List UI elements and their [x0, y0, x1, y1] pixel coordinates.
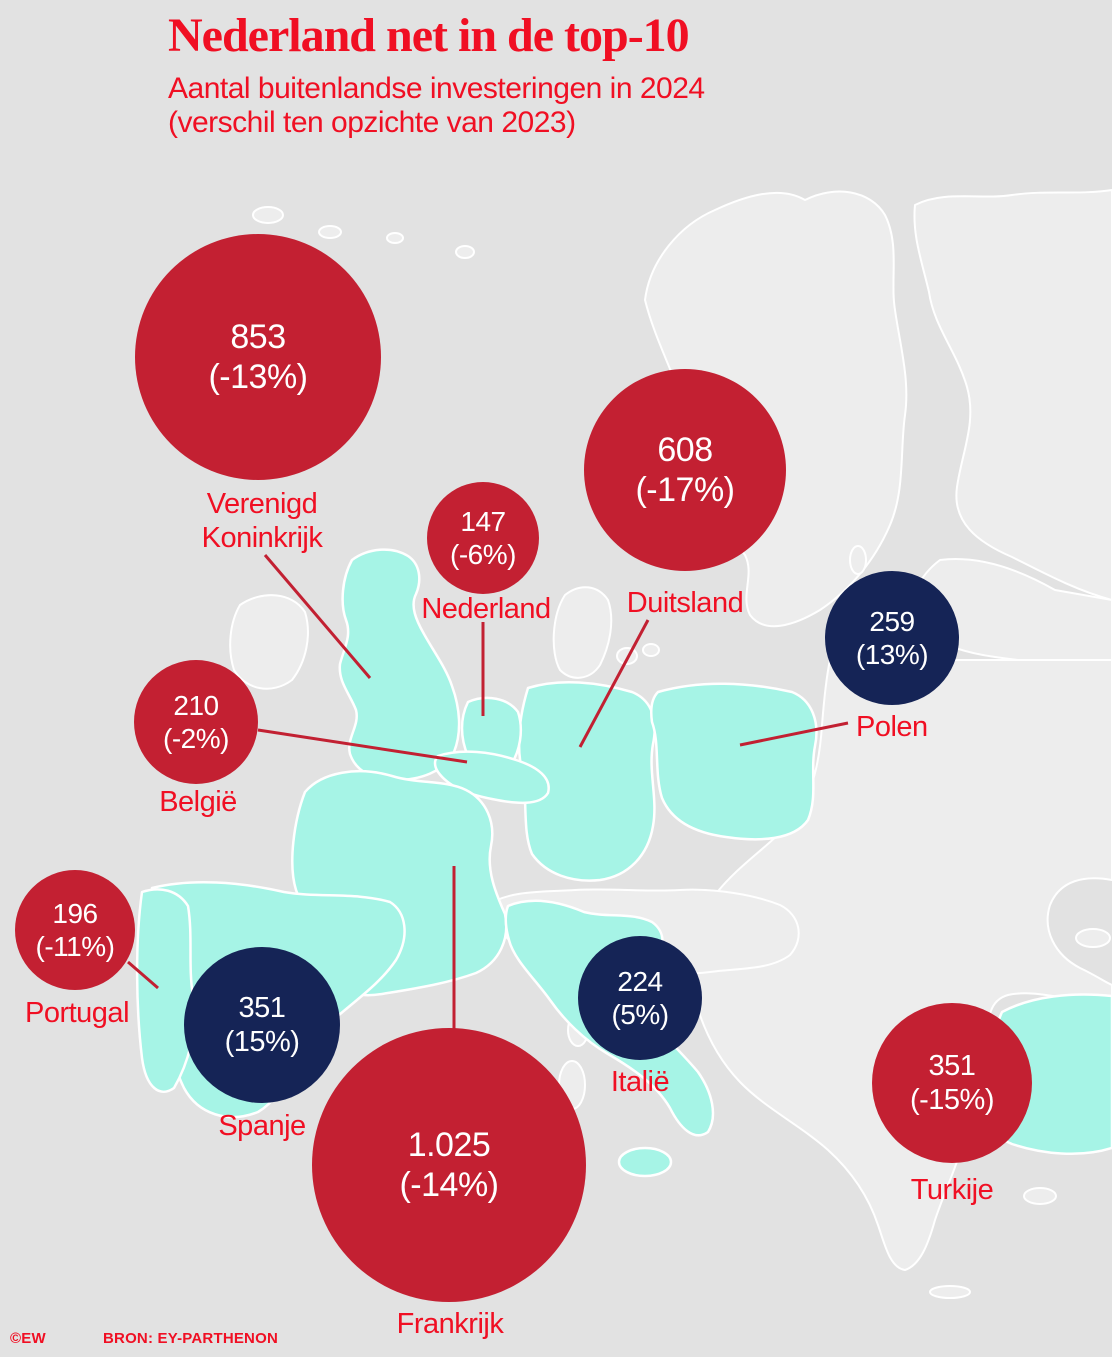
- source-credit: BRON: EY-PARTHENON: [103, 1330, 278, 1347]
- bubble-value: 608: [657, 430, 713, 469]
- bubble-value: 351: [238, 991, 286, 1024]
- bubble-change: (-6%): [450, 539, 516, 570]
- country-label-spanje: Spanje: [218, 1110, 306, 1142]
- subtitle-line-2: (verschil ten opzichte van 2023): [168, 106, 576, 139]
- subtitle-line-1: Aantal buitenlandse investeringen in 202…: [168, 72, 705, 105]
- bubble-belgie: 210 (-2%): [134, 660, 258, 784]
- country-label-belgie: België: [159, 786, 237, 818]
- bubble-verenigd-koninkrijk: 853 (-13%): [135, 234, 381, 480]
- land-eastern-europe: [688, 659, 1112, 1271]
- bubble-polen: 259 (13%): [825, 571, 959, 705]
- bubble-change: (-13%): [208, 358, 308, 396]
- land-ireland: [229, 594, 309, 690]
- credit-logo: ©EW: [10, 1330, 46, 1347]
- country-label-duitsland: Duitsland: [626, 587, 744, 619]
- bubble-change: (15%): [224, 1026, 300, 1058]
- leader-line-verenigd-koninkrijk: [263, 554, 372, 679]
- country-polen: [650, 682, 818, 841]
- bubble-change: (13%): [855, 639, 929, 670]
- country-label-turkije: Turkije: [910, 1174, 994, 1206]
- bubble-change: (-2%): [163, 723, 229, 754]
- subtitle: Aantal buitenlandse investeringen in 202…: [168, 72, 928, 140]
- bubble-portugal: 196 (-11%): [15, 870, 135, 990]
- bubble-frankrijk: 1.025 (-14%): [312, 1028, 586, 1302]
- page-title: Nederland net in de top-10: [168, 9, 690, 62]
- country-label-italie: Italië: [610, 1066, 670, 1098]
- land-denmark: [552, 586, 613, 679]
- bubble-value: 259: [869, 605, 915, 637]
- bubble-change: (-11%): [35, 931, 115, 962]
- land-crete: [929, 1285, 971, 1299]
- bubble-value: 196: [52, 897, 98, 929]
- leader-line-belgie: [257, 728, 468, 764]
- country-label-nederland: Nederland: [421, 593, 551, 625]
- bubble-turkije: 351 (-15%): [872, 1003, 1032, 1163]
- country-label-frankrijk: Frankrijk: [396, 1308, 504, 1340]
- bubble-italie: 224 (5%): [578, 936, 702, 1060]
- bubble-nederland: 147 (-6%): [427, 482, 539, 594]
- bubble-change: (5%): [611, 999, 669, 1030]
- bubble-change: (-17%): [635, 471, 735, 509]
- bubble-change: (-15%): [909, 1084, 995, 1116]
- leader-line-duitsland: [578, 619, 650, 748]
- header: Nederland net in de top-10 Aantal buiten…: [168, 8, 928, 140]
- bubble-change: (-14%): [399, 1166, 499, 1204]
- country-verenigd-koninkrijk: [338, 548, 461, 782]
- land-cyprus: [1023, 1187, 1057, 1205]
- country-label-polen: Polen: [856, 711, 928, 743]
- country-label-portugal: Portugal: [24, 997, 130, 1029]
- bubble-value: 224: [617, 965, 663, 997]
- bubble-value: 147: [460, 505, 506, 537]
- country-italie-sicilie: [617, 1146, 673, 1178]
- land-finland-russia: [913, 189, 1112, 601]
- bubble-value: 853: [230, 317, 286, 356]
- bubble-value: 210: [173, 689, 219, 721]
- country-portugal: [135, 888, 196, 1093]
- bubble-value: 351: [928, 1049, 976, 1082]
- bubble-duitsland: 608 (-17%): [584, 369, 786, 571]
- bubble-spanje: 351 (15%): [184, 947, 340, 1103]
- leader-line-polen: [739, 721, 849, 747]
- country-label-verenigd-koninkrijk: Verenigd Koninkrijk: [201, 488, 323, 554]
- leader-line-portugal: [127, 960, 159, 990]
- bubble-value: 1.025: [407, 1125, 491, 1164]
